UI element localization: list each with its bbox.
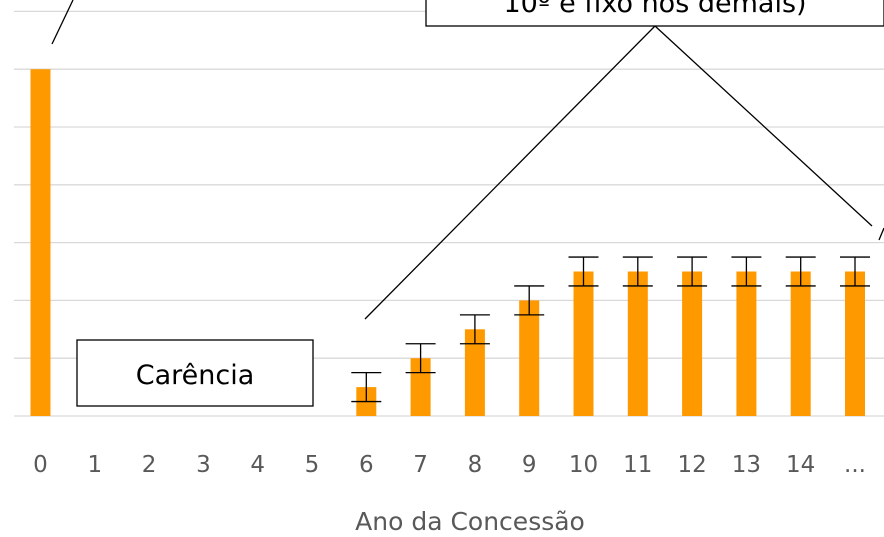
- error-bar: [622, 256, 653, 287]
- error-bar: [514, 285, 545, 316]
- x-tick-label: 1: [87, 452, 102, 478]
- bar: [682, 271, 703, 416]
- bars: [30, 69, 865, 416]
- x-tick-label: 10: [569, 452, 598, 478]
- callout-top-text: 10º e fixo nos demais): [503, 0, 806, 19]
- bar: [736, 271, 757, 416]
- x-tick-label: ...: [844, 452, 866, 478]
- x-tick-label: 13: [732, 452, 761, 478]
- bar: [464, 329, 485, 416]
- x-tick-labels: 0 1 2 3 4 5 6 7 8 9 10 11 12 13 14...: [33, 452, 866, 478]
- error-bar: [785, 256, 816, 287]
- error-bar: [840, 256, 870, 287]
- callout-pointer-right: [654, 25, 873, 227]
- x-tick-label: 5: [305, 452, 320, 478]
- x-tick-label: 14: [786, 452, 815, 478]
- error-bar: [351, 371, 382, 403]
- x-axis-title: Ano da Concessão: [355, 507, 585, 536]
- callout-pointer-right-tail: [878, 227, 884, 241]
- callout-carencia-text: Carência: [136, 360, 255, 391]
- x-tick-label: 7: [413, 452, 428, 478]
- x-tick-label: 12: [677, 452, 706, 478]
- bar: [519, 300, 540, 416]
- callout-pointer-top-left: [51, 0, 74, 45]
- error-bar: [568, 256, 599, 287]
- error-bar: [405, 343, 436, 374]
- x-tick-label: 0: [33, 452, 48, 478]
- error-bar: [677, 256, 708, 287]
- error-bar: [459, 314, 490, 345]
- bar: [30, 69, 51, 416]
- x-tick-label: 6: [359, 452, 374, 478]
- bar: [790, 271, 811, 416]
- error-bar: [731, 256, 762, 287]
- callout-pointer-left: [364, 25, 656, 320]
- bar: [845, 271, 865, 416]
- x-tick-label: 8: [468, 452, 483, 478]
- callout-box-top: 10º e fixo nos demais): [425, 0, 884, 27]
- error-bars: [351, 256, 870, 403]
- bar: [627, 271, 648, 416]
- x-tick-label: 4: [250, 452, 265, 478]
- callout-box-carencia: Carência: [76, 339, 314, 407]
- x-tick-label: 9: [522, 452, 537, 478]
- x-tick-label: 3: [196, 452, 211, 478]
- x-tick-label: 11: [623, 452, 652, 478]
- bar: [573, 271, 594, 416]
- x-tick-label: 2: [142, 452, 157, 478]
